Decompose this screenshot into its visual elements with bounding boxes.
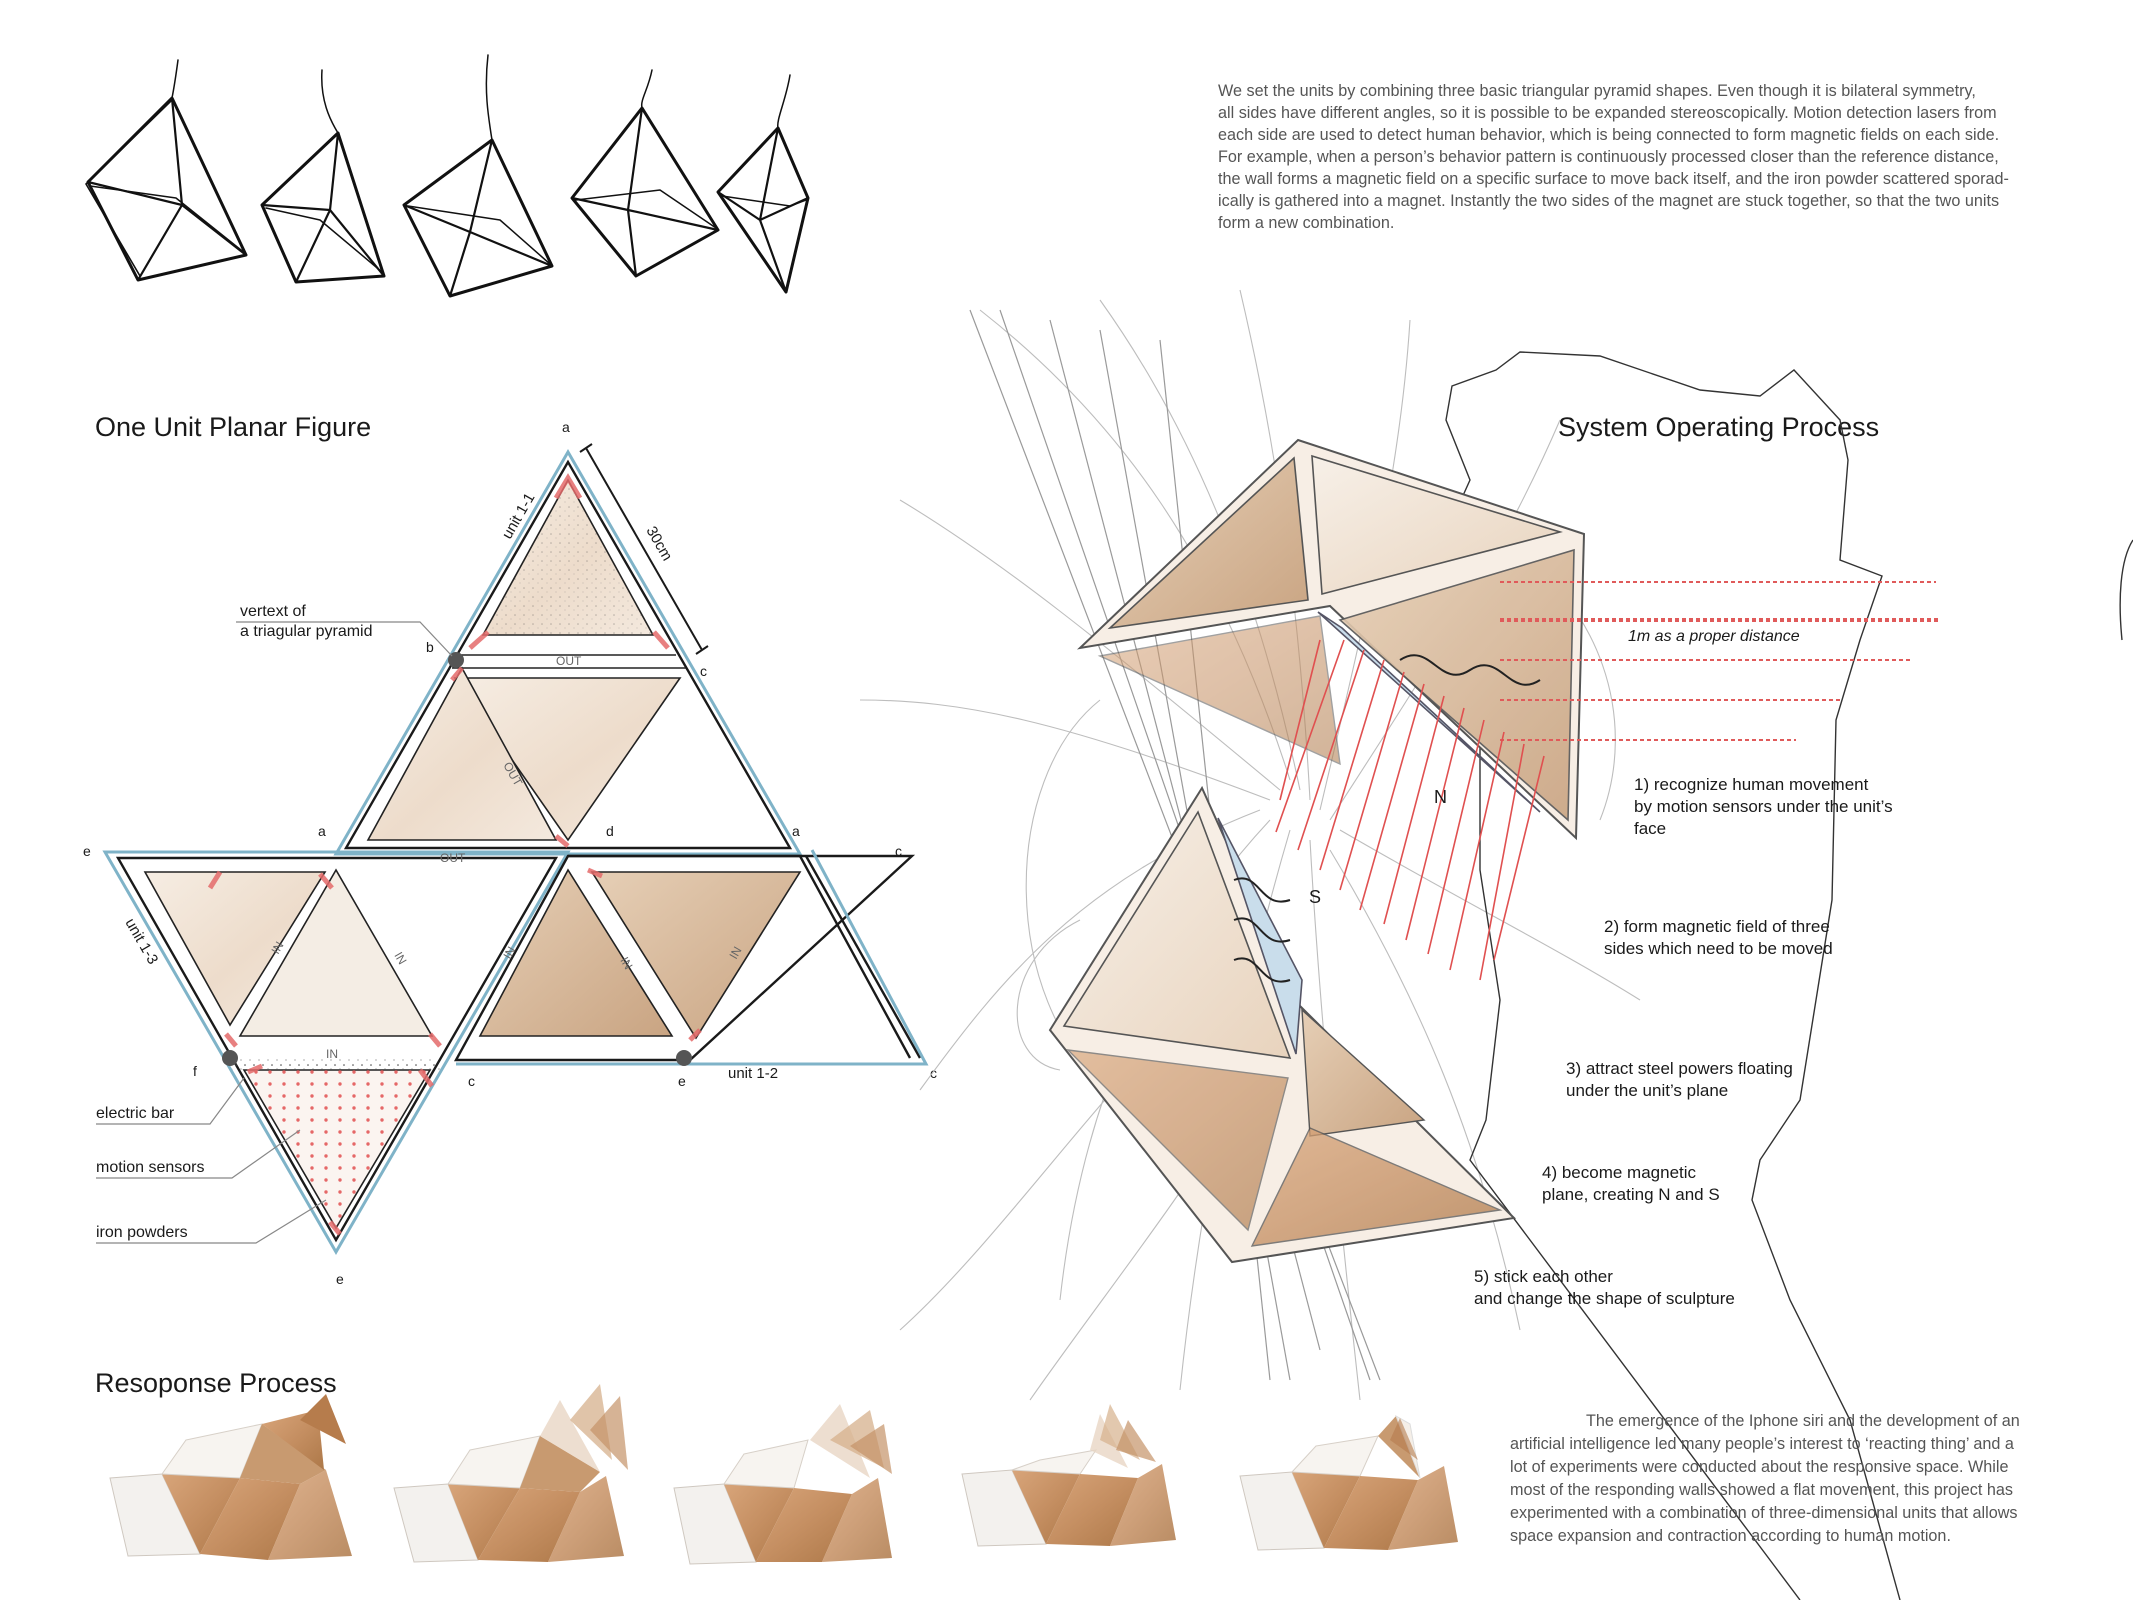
dimension-label: 30cm xyxy=(643,524,676,564)
closing-paragraph: The emergence of the Iphone siri and the… xyxy=(1510,1410,2110,1548)
sketch-3 xyxy=(402,54,554,298)
sensor-distance-lines xyxy=(1500,581,1938,741)
unit-label-1-2: unit 1-2 xyxy=(728,1065,778,1082)
planar-net: OUT OUT OUT IN IN IN IN IN IN xyxy=(102,448,929,1255)
vertex-e-left: e xyxy=(83,843,91,859)
label-in-3: IN xyxy=(391,950,409,967)
planar-annotations: vertext of a triagular pyramid electric … xyxy=(96,603,453,1244)
coil-lower xyxy=(1233,877,1291,983)
response-model-3 xyxy=(673,1404,892,1565)
intro-line-3: each side are used to detect human behav… xyxy=(1218,126,2000,144)
vertex-c-upper: c xyxy=(700,663,707,679)
face-left-1 xyxy=(143,871,327,1027)
face-right-1 xyxy=(590,871,802,1040)
step-1-line3: face xyxy=(1634,819,1666,838)
legend-iron-powders: iron powders xyxy=(96,1224,188,1241)
intro-line-6: ically is gathered into a magnet. Instan… xyxy=(1218,192,2000,210)
response-model-4 xyxy=(961,1404,1176,1547)
response-process-title: Resoponse Process xyxy=(95,1368,337,1398)
vertex-marker-f xyxy=(222,1050,238,1066)
sketch-1 xyxy=(85,59,248,282)
lower-pyramid-unit xyxy=(1048,785,1517,1264)
intro-line-1: We set the units by combining three basi… xyxy=(1218,82,1976,100)
process-steps: 1) recognize human movement by motion se… xyxy=(1474,775,1893,1308)
vertex-a-right: a xyxy=(792,823,800,839)
legend-electric-bar: electric bar xyxy=(96,1105,175,1122)
intro-line-2: all sides have different angles, so it i… xyxy=(1218,104,1997,122)
vertex-f: f xyxy=(193,1063,197,1079)
vertex-a-top: a xyxy=(562,419,570,435)
step-2-line2: sides which need to be moved xyxy=(1604,939,1833,958)
human-silhouette-outline xyxy=(1445,351,1901,1600)
step-5-line1: 5) stick each other xyxy=(1474,1267,1613,1286)
coil-upper xyxy=(1399,654,1541,686)
face-mid-right xyxy=(453,677,682,842)
intro-paragraph: We set the units by combining three basi… xyxy=(1218,80,2098,234)
label-in-1: IN xyxy=(326,1047,338,1061)
intro-line-4: For example, when a person’s behavior pa… xyxy=(1218,148,1999,166)
label-out-1: OUT xyxy=(556,654,582,668)
vertex-a-left: a xyxy=(318,823,326,839)
vertex-c-mid: c xyxy=(468,1073,475,1089)
response-models xyxy=(109,1384,1458,1565)
closing-line-3: lot of experiments were conducted about … xyxy=(1510,1458,2009,1476)
attraction-arrows xyxy=(1275,639,1545,981)
vertex-d: d xyxy=(606,823,614,839)
vertex-marker-e xyxy=(676,1050,692,1066)
vertex-e-bottom: e xyxy=(336,1271,344,1287)
step-3-line1: 3) attract steel powers floating xyxy=(1566,1059,1793,1078)
closing-line-5: experimented with a combination of three… xyxy=(1510,1504,2018,1522)
system-process-title: System Operating Process xyxy=(1558,412,1879,442)
sketch-2 xyxy=(260,69,386,284)
closing-line-2: artificial intelligence led many people’… xyxy=(1510,1435,2014,1453)
electric-bar-marks xyxy=(207,473,702,1236)
planar-figure-title: One Unit Planar Figure xyxy=(95,412,371,442)
sketch-4 xyxy=(570,69,720,278)
intro-line-5: the wall forms a magnetic field on a spe… xyxy=(1218,170,2009,188)
response-model-5 xyxy=(1239,1414,1458,1551)
electric-bar-band xyxy=(232,1058,440,1070)
vertex-note-line1: vertext of xyxy=(240,603,306,620)
vertex-letters: a b c a d a e c f c e c e xyxy=(83,419,937,1287)
vertex-c-right: c xyxy=(895,843,902,859)
face-mid-left xyxy=(366,666,558,841)
legend-motion-sensors: motion sensors xyxy=(96,1159,205,1176)
vertex-c-far: c xyxy=(930,1065,937,1081)
motion-sensor-dots xyxy=(244,1070,430,1228)
step-5-line2: and change the shape of sculpture xyxy=(1474,1289,1735,1308)
vertex-e-mid: e xyxy=(678,1073,686,1089)
step-2-line1: 2) form magnetic field of three xyxy=(1604,917,1830,936)
closing-line-1: The emergence of the Iphone siri and the… xyxy=(1586,1412,2020,1430)
response-model-2 xyxy=(393,1384,628,1563)
face-right-2 xyxy=(478,868,674,1037)
upper-pyramid-unit xyxy=(1076,438,1586,841)
closing-line-6: space expansion and contraction accordin… xyxy=(1510,1527,1951,1545)
pyramid-sketches xyxy=(85,54,810,298)
response-model-1 xyxy=(109,1394,352,1560)
vertex-note-line2: a triagular pyramid xyxy=(240,623,373,640)
sketch-5 xyxy=(716,74,810,294)
step-3-line2: under the unit’s plane xyxy=(1566,1081,1728,1100)
step-4-line1: 4) become magnetic xyxy=(1542,1163,1697,1182)
step-1-line1: 1) recognize human movement xyxy=(1634,775,1869,794)
distance-note: 1m as a proper distance xyxy=(1628,628,1800,645)
step-4-line2: plane, creating N and S xyxy=(1542,1185,1720,1204)
closing-line-4: most of the responding walls showed a fl… xyxy=(1510,1481,2013,1499)
vertex-b: b xyxy=(426,639,434,655)
intro-line-7: form a new combination. xyxy=(1218,214,1395,232)
pole-n-label: N xyxy=(1434,787,1447,807)
iron-powder-texture xyxy=(483,480,653,635)
label-in-4: IN xyxy=(500,944,518,961)
pole-s-label: S xyxy=(1309,887,1321,907)
unit-outlines xyxy=(102,448,803,1255)
step-1-line2: by motion sensors under the unit’s xyxy=(1634,797,1893,816)
face-left-2 xyxy=(238,868,434,1037)
label-out-2: OUT xyxy=(440,851,466,865)
